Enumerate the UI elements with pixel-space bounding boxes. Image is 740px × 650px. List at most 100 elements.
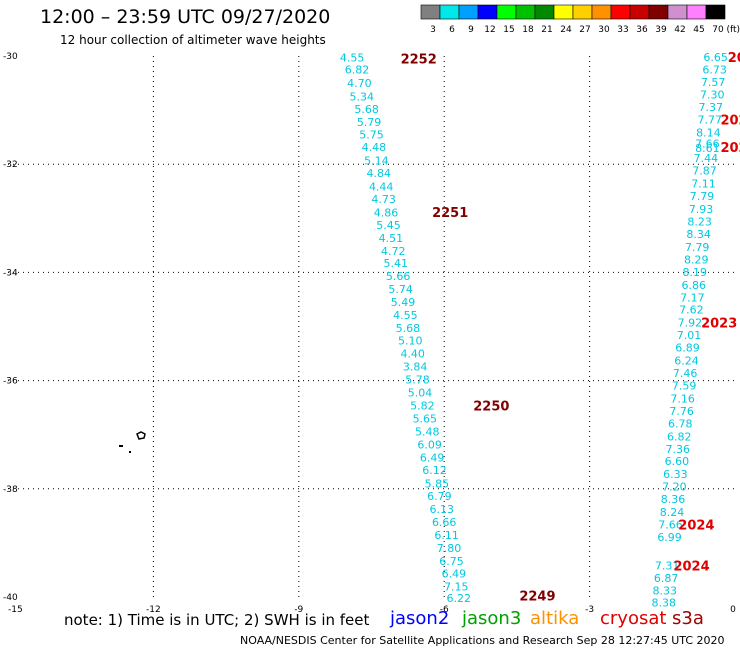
swh-value: 6.78 xyxy=(668,417,693,430)
swh-value: 5.75 xyxy=(359,128,384,141)
legend-bin-label: 12 xyxy=(484,25,495,35)
legend-swatch xyxy=(534,4,555,20)
pass-time-label: 202 xyxy=(720,141,740,156)
swh-value: 5.04 xyxy=(408,387,433,400)
legend-swatch xyxy=(439,4,460,20)
satellite-jason2: jason2 xyxy=(390,608,450,629)
swh-value: 6.65 xyxy=(703,51,728,64)
legend-swatch xyxy=(629,4,650,20)
map-subtitle: 12 hour collection of altimeter wave hei… xyxy=(60,33,326,47)
swh-value: 6.22 xyxy=(446,592,471,605)
swh-value: 7.11 xyxy=(691,178,716,191)
legend-bin-label: 36 xyxy=(636,25,648,35)
legend-swatch xyxy=(515,4,536,20)
swh-value: 4.48 xyxy=(362,141,387,154)
legend-bin-label: 45 xyxy=(693,25,704,35)
swh-value: 6.75 xyxy=(439,555,464,568)
swh-value: 8.38 xyxy=(652,596,677,609)
legend-bin-label: 33 xyxy=(617,25,628,35)
legend-swatch xyxy=(477,4,498,20)
swh-value: 8.34 xyxy=(686,228,711,241)
pass-time-label: 2024 xyxy=(673,560,709,575)
swh-value: 7.79 xyxy=(690,190,715,203)
legend-swatch xyxy=(496,4,517,20)
swh-value: 7.87 xyxy=(692,165,717,178)
swh-value: 6.82 xyxy=(345,64,370,77)
swh-value: 6.24 xyxy=(674,355,699,368)
swh-value: 7.79 xyxy=(685,241,710,254)
swh-value: 7.30 xyxy=(700,88,725,101)
legend-swatch xyxy=(572,4,593,20)
swh-value: 7.20 xyxy=(662,481,687,494)
axis-ticks: -15 -12 -9 -6 -3 0-30-32-34-36-38-40 xyxy=(3,52,736,615)
legend-bin-label: 42 xyxy=(674,25,685,35)
legend-swatch xyxy=(591,4,612,20)
legend-bin-label: 24 xyxy=(560,25,572,35)
swh-value: 6.87 xyxy=(654,572,679,585)
swh-value: 4.40 xyxy=(400,348,425,361)
swh-value: 6.82 xyxy=(667,430,692,443)
legend-swatch xyxy=(686,4,707,20)
pass-time-labels: 2252 2251 2250 2249 20 202 202 2023 2024 2024 xyxy=(401,51,740,604)
swh-value: 7.76 xyxy=(669,405,694,418)
island-outline xyxy=(119,431,146,453)
pass-time-label: 2023 xyxy=(701,317,737,332)
swh-value: 6.89 xyxy=(675,342,700,355)
swh-value: 4.55 xyxy=(393,309,418,322)
swh-value: 6.79 xyxy=(427,490,452,503)
map-title: 12:00 – 23:59 UTC 09/27/2020 xyxy=(40,6,331,28)
swh-value: 6.13 xyxy=(430,503,455,516)
swh-value: 6.66 xyxy=(432,516,457,529)
swh-value: 7.66 xyxy=(658,519,683,532)
swh-value: 5.45 xyxy=(376,219,401,232)
swh-value: 4.55 xyxy=(340,52,365,65)
swh-value: 7.62 xyxy=(679,304,704,317)
legend-bin-label: 15 xyxy=(503,25,514,35)
legend-swatch xyxy=(458,4,479,20)
swh-value: 5.65 xyxy=(413,412,438,425)
footer-note: note: 1) Time is in UTC; 2) SWH is in fe… xyxy=(64,611,370,629)
pass-time-label: 2251 xyxy=(432,206,468,221)
satellite-s3a: s3a xyxy=(672,608,704,629)
swh-value: 3.84 xyxy=(403,361,428,374)
swh-value: 4.44 xyxy=(369,180,394,193)
swh-value: 7.46 xyxy=(673,367,698,380)
pass-time-label: 2250 xyxy=(473,399,509,414)
footer-credit: NOAA/NESDIS Center for Satellite Applica… xyxy=(240,634,725,647)
swh-value: 6.49 xyxy=(420,451,445,464)
swh-value: 4.73 xyxy=(371,193,396,206)
map-grid xyxy=(8,56,735,597)
swh-value: 5.34 xyxy=(350,91,375,104)
swh-value: 5.14 xyxy=(364,154,389,167)
swh-value: 7.01 xyxy=(677,329,702,342)
legend-swatch xyxy=(610,4,631,20)
satellite-cryosat: cryosat xyxy=(600,608,667,629)
swh-value: 6.09 xyxy=(417,438,442,451)
legend-swatch xyxy=(553,4,574,20)
swh-value: 8.29 xyxy=(684,253,709,266)
swh-value: 6.86 xyxy=(682,279,707,292)
swh-value: 7.66 xyxy=(695,138,720,151)
legend-bin-label: 6 xyxy=(449,25,455,35)
legend-bin-label: 39 xyxy=(655,25,667,35)
swh-value: 6.60 xyxy=(665,455,690,468)
lon-tick-label: -15 xyxy=(8,605,23,615)
lat-tick-label: -38 xyxy=(3,485,18,495)
swh-value: 7.57 xyxy=(701,76,726,89)
swh-value: 5.48 xyxy=(415,425,440,438)
swh-value: 7.37 xyxy=(699,101,724,114)
swh-value: 8.23 xyxy=(687,216,712,229)
lat-tick-label: -40 xyxy=(3,593,18,603)
lon-tick-label: -9 xyxy=(294,605,303,615)
swh-value: 6.49 xyxy=(442,568,467,581)
legend-swatch xyxy=(667,4,688,20)
pass-time-label: 2249 xyxy=(519,589,555,604)
swh-value: 5.49 xyxy=(391,296,416,309)
lat-tick-label: -34 xyxy=(3,268,18,278)
swh-value: 8.36 xyxy=(661,493,686,506)
legend-bin-label: 70 xyxy=(712,25,724,35)
swh-value: 5.79 xyxy=(357,116,382,129)
legend-bin-label: 27 xyxy=(579,25,590,35)
swh-value: 7.15 xyxy=(444,581,469,594)
